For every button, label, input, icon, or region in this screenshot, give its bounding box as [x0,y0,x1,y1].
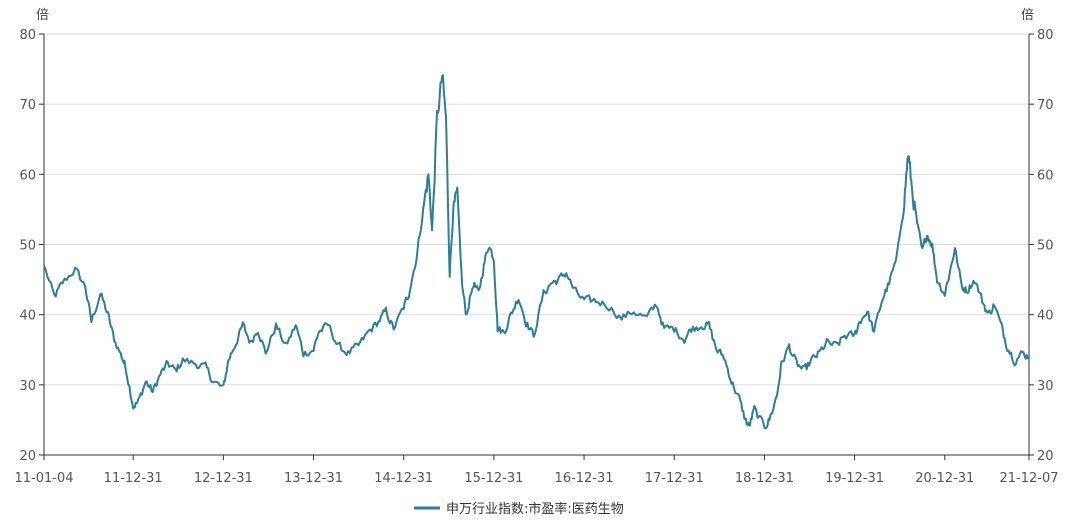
series-line-pe-ratio [43,74,1030,430]
legend-label: 申万行业指数:市盈率:医药生物 [446,501,624,517]
left-tick-label: 70 [19,98,36,113]
x-tick-label: 11-01-04 [14,471,73,486]
right-tick-label: 20 [1037,449,1054,464]
left-tick-label: 80 [19,28,36,43]
right-tick-label: 60 [1037,168,1054,183]
x-tick-label: 17-12-31 [645,471,704,486]
x-tick-label: 14-12-31 [374,471,433,486]
x-tick-label: 18-12-31 [735,471,794,486]
right-y-ticks: 20 30 40 50 60 70 80 [1029,28,1054,464]
x-tick-label: 19-12-31 [825,471,884,486]
left-unit-label: 倍 [36,8,49,23]
right-tick-label: 50 [1037,239,1054,254]
right-tick-label: 40 [1037,309,1054,324]
left-y-ticks: 20 30 40 50 60 70 80 [19,28,44,464]
x-tick-label: 11-12-31 [104,471,163,486]
left-tick-label: 20 [19,449,36,464]
x-tick-label: 16-12-31 [555,471,614,486]
left-tick-label: 50 [19,239,36,254]
left-tick-label: 40 [19,309,36,324]
axes: 倍 倍 [36,8,1034,456]
x-tick-label: 15-12-31 [464,471,523,486]
x-ticks: 11-01-04 11-12-31 12-12-31 13-12-31 14-12-31… [14,455,1059,486]
x-tick-label: 13-12-31 [284,471,343,486]
right-tick-label: 70 [1037,98,1054,113]
x-tick-label: 20-12-31 [915,471,974,486]
right-tick-label: 80 [1037,28,1054,43]
right-tick-label: 30 [1037,379,1054,394]
x-tick-label: 21-12-07 [999,471,1058,486]
right-unit-label: 倍 [1021,8,1034,23]
legend[interactable]: 申万行业指数:市盈率:医药生物 [414,501,624,517]
gridlines [44,33,1029,386]
left-tick-label: 60 [19,168,36,183]
x-tick-label: 12-12-31 [194,471,253,486]
left-tick-label: 30 [19,379,36,394]
series-layer [43,74,1030,430]
